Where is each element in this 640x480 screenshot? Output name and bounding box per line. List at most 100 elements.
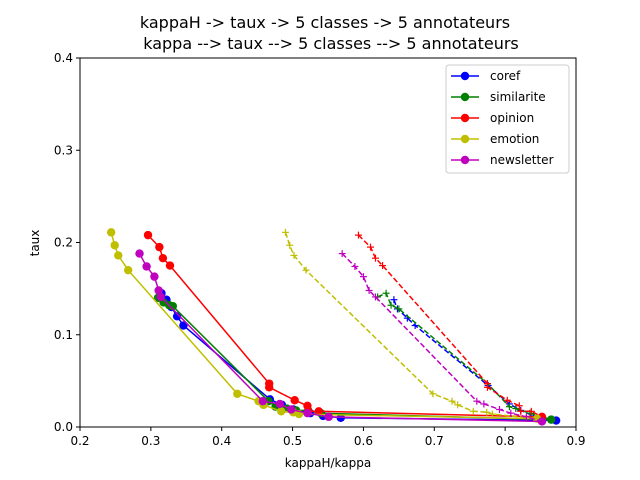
y-axis-label: taux [28, 230, 42, 257]
data-marker-emotion [469, 407, 477, 415]
data-marker-opinion [379, 262, 387, 270]
series-line-similarite-kappaH [157, 297, 552, 421]
series-line-opinion-kappaH [147, 234, 543, 418]
legend-marker-coref [460, 71, 470, 81]
data-point-coref [172, 312, 182, 321]
data-point-similarite [168, 301, 178, 311]
data-point-coref [179, 321, 188, 330]
legend-label-opinion: opinion [490, 111, 534, 125]
plot-area [106, 228, 561, 426]
y-tick-label: 0.3 [54, 143, 73, 157]
x-tick-label: 0.8 [496, 434, 515, 448]
x-tick-label: 0.9 [566, 434, 585, 448]
data-marker-emotion [429, 390, 437, 398]
data-point-newsletter [275, 399, 285, 409]
x-tick-label: 0.2 [70, 434, 89, 448]
data-point-opinion [165, 261, 175, 270]
x-tick-label: 0.6 [354, 434, 373, 448]
data-marker-similarite [547, 416, 555, 424]
legend-marker-emotion [460, 134, 470, 144]
data-marker-opinion [527, 407, 535, 415]
data-marker-opinion [367, 243, 375, 251]
data-point-newsletter [150, 272, 159, 281]
data-marker-opinion [517, 407, 525, 415]
data-marker-emotion [448, 397, 456, 405]
x-tick-label: 0.4 [212, 434, 231, 448]
data-marker-emotion [290, 251, 298, 259]
x-tick-label: 0.5 [283, 434, 302, 448]
data-marker-opinion [483, 383, 491, 391]
data-marker-newsletter [480, 400, 488, 408]
legend-marker-similarite [460, 92, 470, 102]
y-axis: 0.0 0.1 0.2 0.3 0.4 [54, 51, 80, 434]
data-marker-newsletter [522, 413, 530, 421]
data-point-newsletter [303, 408, 312, 418]
data-marker-newsletter [365, 286, 373, 294]
series-line-coref-kappa [393, 299, 557, 422]
chart-title-line-1: kappaH -> taux -> 5 classes -> 5 annotat… [140, 13, 510, 32]
data-point-opinion [314, 407, 323, 416]
data-point-opinion [158, 253, 168, 263]
data-point-emotion [106, 228, 116, 237]
data-marker-similarite [505, 403, 513, 411]
data-marker-similarite [382, 289, 390, 297]
data-marker-emotion [483, 408, 491, 416]
y-tick-label: 0.2 [54, 236, 73, 250]
data-marker-newsletter [351, 262, 359, 270]
series-line-opinion-kappa [357, 234, 543, 418]
data-marker-opinion [515, 402, 523, 410]
data-marker-newsletter [338, 250, 346, 258]
data-marker-emotion [286, 241, 294, 249]
data-marker-emotion [488, 410, 496, 418]
series-line-coref-kappaH [160, 292, 557, 422]
series-line-newsletter-kappaH [138, 253, 543, 423]
data-point-newsletter [258, 396, 268, 406]
data-point-emotion [110, 241, 119, 250]
series-line-similarite-kappa [377, 292, 552, 421]
y-tick-label: 0.0 [54, 420, 73, 434]
x-axis-label: kappaH/kappa [285, 456, 371, 470]
data-marker-newsletter [538, 417, 546, 425]
data-point-newsletter [154, 286, 163, 295]
data-point-emotion [114, 251, 123, 260]
data-marker-newsletter [507, 409, 515, 417]
data-point-newsletter [142, 262, 151, 271]
legend-label-newsletter: newsletter [490, 153, 554, 167]
data-point-opinion [155, 242, 164, 252]
x-tick-label: 0.7 [425, 434, 444, 448]
data-marker-similarite [512, 405, 520, 413]
y-tick-label: 0.4 [54, 51, 73, 65]
series-line-emotion-kappa [284, 232, 538, 420]
chart-title-line-2: kappa --> taux --> 5 classes --> 5 annot… [143, 34, 519, 53]
x-tick-label: 0.3 [141, 434, 160, 448]
legend-marker-newsletter [460, 155, 470, 165]
data-point-emotion [233, 389, 242, 398]
data-point-opinion [290, 396, 299, 405]
data-marker-newsletter [495, 405, 503, 413]
data-marker-opinion [354, 231, 362, 239]
data-point-newsletter [286, 405, 296, 414]
x-axis: 0.2 0.3 0.4 0.5 0.6 0.7 0.8 0.9 [70, 427, 586, 448]
data-point-newsletter [324, 412, 333, 422]
data-marker-coref [390, 296, 398, 304]
series-line-emotion-kappaH [110, 232, 538, 420]
data-point-emotion [123, 265, 133, 275]
data-point-emotion [277, 407, 286, 416]
data-marker-opinion [371, 254, 379, 262]
legend-label-similarite: similarite [490, 90, 546, 104]
data-marker-emotion [454, 401, 462, 409]
data-point-newsletter [156, 292, 165, 302]
legend-frame [445, 64, 570, 174]
data-marker-newsletter [359, 273, 367, 281]
legend: coref similarite opinion emotion newsletter [445, 64, 570, 174]
data-point-opinion [264, 383, 274, 392]
legend-marker-opinion [460, 113, 470, 123]
data-marker-opinion [503, 396, 511, 404]
data-marker-similarite [387, 301, 395, 309]
data-point-newsletter [135, 249, 144, 258]
data-marker-emotion [281, 228, 289, 236]
data-point-opinion [143, 230, 153, 240]
series-line-newsletter-kappa [341, 253, 543, 423]
legend-label-emotion: emotion [490, 132, 539, 146]
